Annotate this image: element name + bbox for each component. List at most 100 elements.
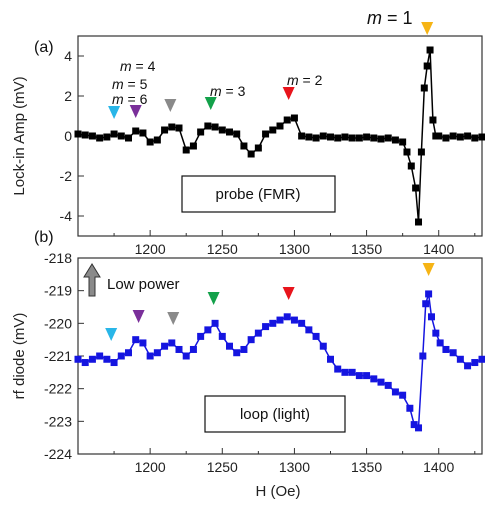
data-point <box>471 134 479 142</box>
panel-b-yticks: -224 -223 -222 -221 -220 -219 -218 <box>44 250 84 462</box>
data-point <box>384 381 392 389</box>
data-point <box>406 404 414 412</box>
data-point <box>168 339 176 347</box>
data-point <box>204 122 212 130</box>
data-point <box>125 349 132 357</box>
data-point <box>423 62 431 70</box>
panel-b-tag: (b) <box>34 229 54 246</box>
mode-marker-triangle-icon <box>132 310 145 323</box>
data-point <box>226 342 233 350</box>
x-tick-label: 1300 <box>279 241 310 257</box>
y-tick-label: -4 <box>60 208 73 224</box>
data-point <box>175 345 183 353</box>
data-point <box>341 368 349 376</box>
data-point <box>415 424 423 432</box>
data-point <box>168 123 176 131</box>
mode-marker-triangle-icon <box>164 99 177 112</box>
mode-marker-triangle-icon <box>207 292 220 305</box>
data-point <box>189 345 197 353</box>
data-point <box>312 134 320 142</box>
mode-label: m = 1 <box>367 8 413 28</box>
data-point <box>415 218 423 226</box>
data-point <box>442 345 450 353</box>
data-point <box>103 133 111 141</box>
data-point <box>407 162 415 170</box>
data-point <box>139 129 147 137</box>
data-point <box>412 184 420 192</box>
mode-marker-triangle-icon <box>129 105 142 118</box>
y-tick-label: 2 <box>64 88 72 104</box>
mode-marker-triangle-icon <box>204 97 217 110</box>
data-point <box>88 132 96 140</box>
data-point <box>436 339 444 347</box>
data-point <box>175 124 183 132</box>
data-point <box>96 134 104 142</box>
data-point <box>153 349 161 357</box>
data-point <box>110 130 118 138</box>
data-point <box>125 134 132 142</box>
data-point <box>370 375 378 383</box>
mode-marker-triangle-icon <box>167 312 180 325</box>
y-tick-label: -221 <box>44 348 72 364</box>
mode-marker-triangle-icon <box>422 263 435 276</box>
data-point <box>132 336 140 344</box>
panel-a-ylabel: Lock-in Amp (mV) <box>11 76 28 195</box>
y-tick-label: -223 <box>44 413 72 429</box>
data-point <box>240 345 248 353</box>
data-point <box>110 359 118 367</box>
panel-a-yticks: -4 -2 0 2 4 <box>60 48 84 224</box>
data-point <box>348 134 356 142</box>
x-tick-label: 1200 <box>135 241 166 257</box>
x-tick-label: 1200 <box>135 459 166 475</box>
data-point <box>334 365 342 373</box>
data-point <box>283 116 291 124</box>
data-point <box>420 84 428 92</box>
mode-label: m = 4 <box>120 58 156 74</box>
panel-a-series <box>74 46 485 226</box>
data-point <box>197 332 205 340</box>
data-point <box>298 319 306 327</box>
data-point <box>254 144 262 152</box>
low-power-arrow-icon <box>83 263 101 297</box>
x-tick-label: 1400 <box>423 241 454 257</box>
data-point <box>355 134 363 142</box>
data-point <box>290 316 298 324</box>
data-point <box>464 362 472 370</box>
x-tick-label: 1350 <box>351 241 382 257</box>
y-tick-label: -2 <box>60 168 73 184</box>
data-point <box>363 133 371 141</box>
panel-b-series <box>74 290 485 432</box>
panel-b-box-label: loop (light) <box>240 406 310 423</box>
panel-b-ylabel: rf diode (mV) <box>11 313 28 400</box>
panel-a-box <box>181 175 336 213</box>
mode-marker-triangle-icon <box>105 328 118 341</box>
mode-marker-triangle-icon <box>421 22 434 35</box>
data-point <box>426 46 434 54</box>
data-point <box>262 323 270 331</box>
data-point <box>449 132 457 140</box>
data-point <box>254 329 262 337</box>
data-point <box>399 138 407 146</box>
data-point <box>182 352 190 360</box>
data-point <box>435 132 443 140</box>
data-point <box>327 355 334 363</box>
data-point <box>262 130 270 138</box>
data-point <box>312 332 320 340</box>
data-point <box>305 133 313 141</box>
data-point <box>355 372 363 380</box>
panel-a-mode-markers: m = 6m = 5 m = 4 m = 3 m = 2 m = 1 <box>108 8 434 119</box>
data-point <box>103 355 111 363</box>
data-point <box>139 339 147 347</box>
data-point <box>478 355 485 363</box>
data-point <box>334 134 342 142</box>
data-point <box>399 391 407 399</box>
data-point <box>464 132 472 140</box>
data-point <box>422 300 430 308</box>
data-point <box>391 388 399 396</box>
data-point <box>377 378 385 386</box>
data-point <box>81 359 89 367</box>
panel-b-box <box>204 395 346 433</box>
data-point <box>204 326 212 334</box>
data-point <box>189 142 197 150</box>
data-point <box>456 133 464 141</box>
